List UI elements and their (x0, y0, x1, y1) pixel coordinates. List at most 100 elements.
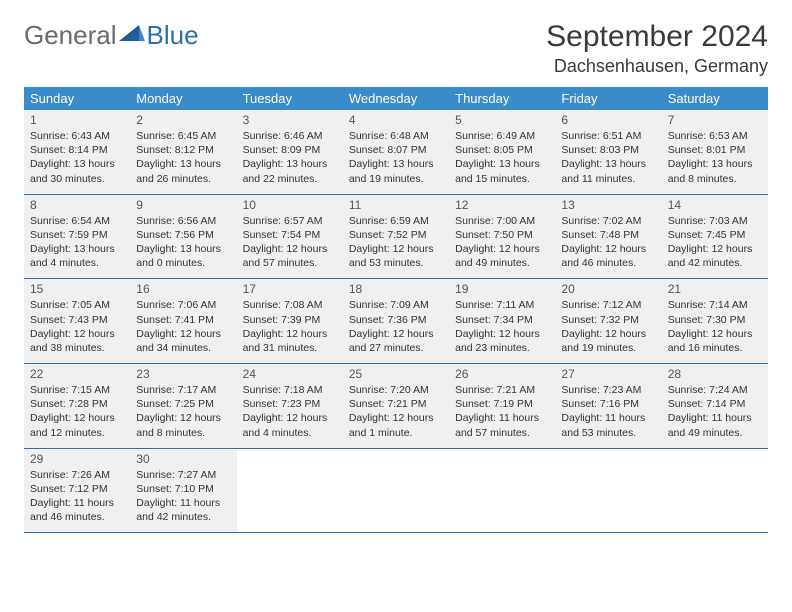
day-number: 11 (349, 198, 443, 212)
week-row: 1Sunrise: 6:43 AMSunset: 8:14 PMDaylight… (24, 110, 768, 195)
daylight-text: Daylight: 12 hours (561, 327, 655, 341)
day-number: 2 (136, 113, 230, 127)
daylight-text: and 0 minutes. (136, 256, 230, 270)
daylight-text: Daylight: 12 hours (30, 327, 124, 341)
day-number: 21 (668, 282, 762, 296)
sunrise-text: Sunrise: 7:12 AM (561, 298, 655, 312)
sunrise-text: Sunrise: 6:57 AM (243, 214, 337, 228)
day-cell (662, 449, 768, 533)
daylight-text: and 30 minutes. (30, 172, 124, 186)
daylight-text: Daylight: 13 hours (668, 157, 762, 171)
daylight-text: Daylight: 12 hours (349, 327, 443, 341)
daylight-text: Daylight: 13 hours (136, 242, 230, 256)
month-title: September 2024 (546, 20, 768, 54)
sunrise-text: Sunrise: 7:06 AM (136, 298, 230, 312)
day-cell: 20Sunrise: 7:12 AMSunset: 7:32 PMDayligh… (555, 279, 661, 363)
day-number: 5 (455, 113, 549, 127)
day-cell (237, 449, 343, 533)
day-number: 1 (30, 113, 124, 127)
sunset-text: Sunset: 7:25 PM (136, 397, 230, 411)
day-header: Friday (555, 87, 661, 110)
day-cell: 23Sunrise: 7:17 AMSunset: 7:25 PMDayligh… (130, 364, 236, 448)
sunset-text: Sunset: 8:12 PM (136, 143, 230, 157)
sunrise-text: Sunrise: 7:14 AM (668, 298, 762, 312)
daylight-text: and 42 minutes. (668, 256, 762, 270)
sunset-text: Sunset: 7:43 PM (30, 313, 124, 327)
day-number: 9 (136, 198, 230, 212)
daylight-text: and 34 minutes. (136, 341, 230, 355)
day-header: Wednesday (343, 87, 449, 110)
day-number: 14 (668, 198, 762, 212)
day-number: 15 (30, 282, 124, 296)
day-number: 22 (30, 367, 124, 381)
day-number: 7 (668, 113, 762, 127)
sunset-text: Sunset: 8:14 PM (30, 143, 124, 157)
daylight-text: and 23 minutes. (455, 341, 549, 355)
day-header: Monday (130, 87, 236, 110)
day-number: 17 (243, 282, 337, 296)
daylight-text: and 53 minutes. (561, 426, 655, 440)
day-number: 26 (455, 367, 549, 381)
day-cell: 10Sunrise: 6:57 AMSunset: 7:54 PMDayligh… (237, 195, 343, 279)
daylight-text: and 27 minutes. (349, 341, 443, 355)
daylight-text: and 38 minutes. (30, 341, 124, 355)
day-number: 19 (455, 282, 549, 296)
logo: General Blue (24, 20, 199, 51)
daylight-text: and 12 minutes. (30, 426, 124, 440)
day-number: 30 (136, 452, 230, 466)
daylight-text: Daylight: 12 hours (243, 327, 337, 341)
sunset-text: Sunset: 7:10 PM (136, 482, 230, 496)
sunset-text: Sunset: 8:07 PM (349, 143, 443, 157)
day-cell: 8Sunrise: 6:54 AMSunset: 7:59 PMDaylight… (24, 195, 130, 279)
sunrise-text: Sunrise: 7:11 AM (455, 298, 549, 312)
daylight-text: Daylight: 11 hours (455, 411, 549, 425)
sunrise-text: Sunrise: 7:15 AM (30, 383, 124, 397)
day-number: 3 (243, 113, 337, 127)
daylight-text: and 49 minutes. (668, 426, 762, 440)
day-header: Saturday (662, 87, 768, 110)
sunrise-text: Sunrise: 7:03 AM (668, 214, 762, 228)
sunset-text: Sunset: 8:05 PM (455, 143, 549, 157)
daylight-text: Daylight: 13 hours (561, 157, 655, 171)
daylight-text: and 57 minutes. (243, 256, 337, 270)
daylight-text: Daylight: 12 hours (561, 242, 655, 256)
sunrise-text: Sunrise: 7:00 AM (455, 214, 549, 228)
daylight-text: Daylight: 12 hours (136, 411, 230, 425)
sunrise-text: Sunrise: 7:26 AM (30, 468, 124, 482)
day-cell: 15Sunrise: 7:05 AMSunset: 7:43 PMDayligh… (24, 279, 130, 363)
day-cell: 4Sunrise: 6:48 AMSunset: 8:07 PMDaylight… (343, 110, 449, 194)
sunrise-text: Sunrise: 7:27 AM (136, 468, 230, 482)
sunset-text: Sunset: 7:30 PM (668, 313, 762, 327)
sunset-text: Sunset: 7:12 PM (30, 482, 124, 496)
daylight-text: and 26 minutes. (136, 172, 230, 186)
day-cell: 2Sunrise: 6:45 AMSunset: 8:12 PMDaylight… (130, 110, 236, 194)
daylight-text: and 8 minutes. (668, 172, 762, 186)
sunrise-text: Sunrise: 6:48 AM (349, 129, 443, 143)
daylight-text: and 46 minutes. (30, 510, 124, 524)
daylight-text: Daylight: 13 hours (349, 157, 443, 171)
daylight-text: Daylight: 12 hours (243, 411, 337, 425)
daylight-text: Daylight: 12 hours (349, 242, 443, 256)
day-cell: 12Sunrise: 7:00 AMSunset: 7:50 PMDayligh… (449, 195, 555, 279)
sunrise-text: Sunrise: 7:23 AM (561, 383, 655, 397)
daylight-text: and 46 minutes. (561, 256, 655, 270)
sunset-text: Sunset: 7:23 PM (243, 397, 337, 411)
daylight-text: and 22 minutes. (243, 172, 337, 186)
day-cell: 11Sunrise: 6:59 AMSunset: 7:52 PMDayligh… (343, 195, 449, 279)
daylight-text: Daylight: 12 hours (668, 242, 762, 256)
sunrise-text: Sunrise: 7:17 AM (136, 383, 230, 397)
day-number: 18 (349, 282, 443, 296)
logo-triangle-icon (119, 23, 145, 48)
day-number: 25 (349, 367, 443, 381)
daylight-text: Daylight: 11 hours (668, 411, 762, 425)
daylight-text: and 19 minutes. (561, 341, 655, 355)
daylight-text: Daylight: 13 hours (455, 157, 549, 171)
day-number: 6 (561, 113, 655, 127)
daylight-text: Daylight: 12 hours (349, 411, 443, 425)
week-row: 15Sunrise: 7:05 AMSunset: 7:43 PMDayligh… (24, 279, 768, 364)
calendar: SundayMondayTuesdayWednesdayThursdayFrid… (24, 87, 768, 533)
daylight-text: and 31 minutes. (243, 341, 337, 355)
week-row: 22Sunrise: 7:15 AMSunset: 7:28 PMDayligh… (24, 364, 768, 449)
sunset-text: Sunset: 7:39 PM (243, 313, 337, 327)
day-number: 12 (455, 198, 549, 212)
